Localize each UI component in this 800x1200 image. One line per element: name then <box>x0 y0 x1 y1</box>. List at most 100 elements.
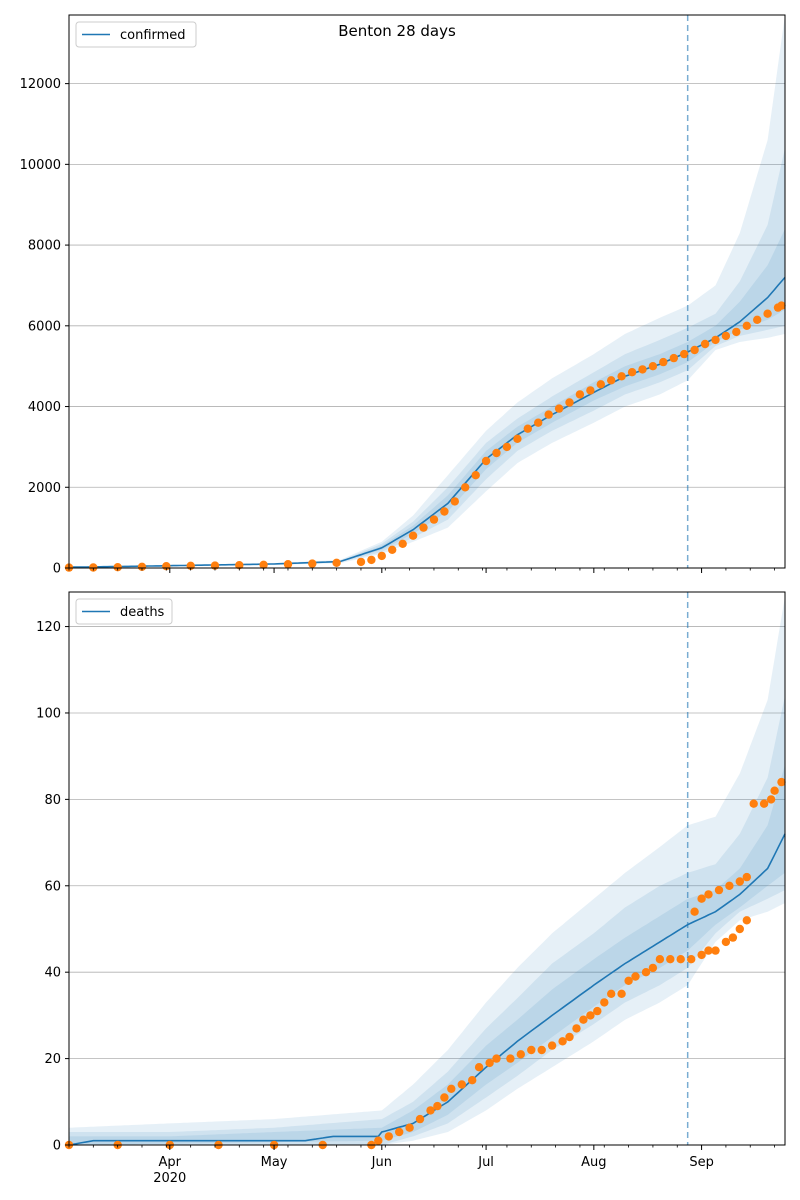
observed-point <box>377 551 386 561</box>
observed-point <box>527 1045 536 1055</box>
observed-point <box>655 955 665 964</box>
observed-point <box>516 1050 525 1059</box>
observed-point <box>429 515 439 524</box>
observed-point <box>687 955 696 964</box>
x-tick-label: Jul <box>477 1155 494 1170</box>
y-tick-label: 8000 <box>28 239 61 254</box>
observed-point <box>749 799 758 808</box>
legend-label: deaths <box>120 605 165 620</box>
observed-point <box>419 523 428 532</box>
observed-point <box>777 301 786 310</box>
observed-point <box>728 933 738 942</box>
observed-point <box>704 946 713 955</box>
observed-point <box>384 1132 393 1141</box>
observed-point <box>735 924 744 934</box>
y-tick-label: 2000 <box>28 481 61 496</box>
observed-point <box>461 483 470 492</box>
y-tick-label: 0 <box>53 1139 61 1154</box>
figure-title: Benton 28 days <box>338 22 456 40</box>
observed-point <box>547 1041 557 1050</box>
observed-point <box>600 998 609 1007</box>
observed-point <box>513 434 522 443</box>
x-tick-label: May <box>261 1155 288 1170</box>
legend-box <box>75 598 173 625</box>
observed-point <box>502 442 512 452</box>
observed-point <box>711 946 720 955</box>
observed-point <box>669 353 678 363</box>
observed-point <box>565 1032 574 1042</box>
y-tick-label: 10000 <box>20 158 61 173</box>
observed-point <box>607 989 616 998</box>
observed-point <box>554 404 564 413</box>
observed-point <box>766 795 776 804</box>
observed-point <box>721 937 731 947</box>
observed-point <box>777 777 786 787</box>
observed-point <box>759 799 769 808</box>
observed-point <box>433 1101 442 1111</box>
y-tick-label: 100 <box>36 706 61 721</box>
observed-point <box>534 418 543 427</box>
observed-point <box>624 976 633 985</box>
observed-point <box>770 786 779 795</box>
credible-band-middle <box>69 695 785 1145</box>
x-tick-label: Apr <box>159 1155 182 1170</box>
observed-point <box>742 916 751 925</box>
observed-point <box>690 907 699 916</box>
observed-point <box>395 1127 404 1137</box>
observed-point <box>586 1011 595 1020</box>
observed-point <box>659 357 668 367</box>
observed-point <box>447 1084 456 1094</box>
observed-point <box>579 1015 588 1024</box>
legend-box <box>75 21 197 48</box>
observed-point <box>440 1093 449 1102</box>
y-tick-label: 80 <box>44 793 61 808</box>
observed-point <box>742 321 751 330</box>
observed-point <box>485 1058 494 1068</box>
observed-point <box>235 561 244 570</box>
observed-point <box>697 950 706 960</box>
credible-band-outer <box>69 596 785 1145</box>
observed-point <box>641 968 651 977</box>
observed-point <box>753 315 762 324</box>
observed-point <box>627 368 637 377</box>
observed-point <box>457 1080 466 1089</box>
observed-point <box>474 1063 484 1072</box>
y-tick-label: 60 <box>44 879 61 894</box>
observed-point <box>593 1006 602 1016</box>
observed-point <box>471 471 480 480</box>
observed-point <box>558 1037 567 1046</box>
observed-point <box>426 1106 435 1115</box>
observed-point <box>763 309 772 318</box>
model-median-line <box>68 833 786 1146</box>
observed-point <box>617 372 626 381</box>
y-tick-label: 6000 <box>28 319 61 334</box>
observed-point <box>700 339 710 349</box>
observed-point <box>690 345 699 355</box>
observed-point <box>332 558 341 567</box>
observed-point <box>259 560 268 569</box>
observed-point <box>405 1123 414 1132</box>
observed-point <box>572 1024 581 1033</box>
observed-point <box>415 1114 425 1124</box>
legend: deaths <box>75 598 173 625</box>
observed-point <box>544 410 553 419</box>
observed-point <box>575 390 585 399</box>
x-tick-label: Aug <box>581 1155 606 1170</box>
credible-band-middle <box>69 148 785 568</box>
observed-point <box>440 507 449 516</box>
observed-point <box>721 331 731 341</box>
observed-point <box>704 890 713 899</box>
observed-point <box>742 872 751 882</box>
confirmed-panel: 0 2000 4000 6000 8000 10000 12000 confirmed <box>20 14 786 577</box>
x-tick-label: Jun <box>371 1155 392 1170</box>
observed-point <box>367 555 376 565</box>
observed-point <box>666 955 675 964</box>
observed-point <box>676 955 685 964</box>
observed-point <box>283 560 293 569</box>
observed-point <box>631 972 640 981</box>
y-tick-label: 20 <box>44 1052 61 1067</box>
plot-frame <box>68 591 786 1146</box>
observed-point <box>596 380 605 389</box>
legend-label: confirmed <box>120 28 186 43</box>
observed-point <box>408 531 418 540</box>
